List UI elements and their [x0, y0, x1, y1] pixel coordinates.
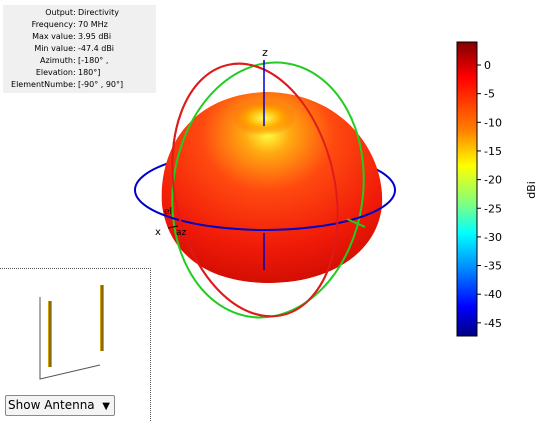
info-key: Output [45, 8, 73, 17]
colorbar-tick-label: -40 [484, 288, 502, 301]
colorbar-tick-label: -15 [484, 145, 502, 158]
info-key: Frequency [31, 20, 73, 29]
info-value: [-180° , [78, 56, 109, 65]
radiation-lobe [161, 92, 383, 283]
info-panel: Output: Directivity Frequency:70 MHz Max … [3, 5, 156, 93]
info-key: Min value [34, 44, 73, 53]
info-row: Output: Directivity [45, 8, 120, 17]
colorbar-tick-label: 0 [484, 59, 491, 72]
colorbar-tick-label: -35 [484, 260, 502, 273]
chevron-down-icon: ▼ [102, 401, 110, 412]
antenna-frame [39, 297, 101, 380]
show-antenna-dropdown[interactable]: Show Antenna ▼ [5, 395, 115, 416]
origin-tick [167, 225, 179, 229]
info-value: -47.4 dBi [78, 44, 115, 53]
info-key: Elevation [35, 68, 73, 77]
info-value: Directivity [78, 8, 120, 17]
radiation-pattern-3d[interactable]: z x el az [0, 0, 440, 420]
colorbar-scale [456, 41, 478, 337]
info-row: Max value:3.95 dBi [32, 32, 112, 41]
info-row: ElementNumbe: [-90° , 90°] [11, 80, 124, 89]
info-key: Azimuth [40, 56, 73, 65]
colorbar-ticks: 0 -5 -10 -15 -20 -25 -30 -35 -40 -45 [477, 59, 502, 330]
info-value: [-90° , 90°] [78, 80, 124, 89]
colorbar-tick-label: -30 [484, 231, 502, 244]
info-key: Max value [32, 32, 73, 41]
info-value: 3.95 dBi [78, 32, 112, 41]
el-label: el [164, 207, 172, 217]
elevation-ring-green [171, 61, 365, 319]
info-key: ElementNumbe [11, 80, 73, 89]
show-antenna-label: Show Antenna [8, 398, 95, 412]
colorbar-tick-label: -25 [484, 202, 502, 215]
antenna-preview [0, 268, 151, 421]
az-label: az [176, 228, 187, 238]
azimuth-ring-front [134, 189, 396, 231]
z-axis-label: z [262, 46, 268, 59]
info-value: 180°] [78, 68, 101, 77]
colorbar-tick-label: -10 [484, 116, 502, 129]
info-row: Min value: -47.4 dBi [34, 44, 115, 53]
antenna-drawing [39, 285, 104, 380]
azimuth-marker [346, 218, 366, 228]
info-row: Azimuth: [-180° , [40, 56, 109, 65]
info-row: Frequency:70 MHz [31, 20, 108, 29]
colorbar-tick-label: -45 [484, 317, 502, 330]
info-row: Elevation:180°] [35, 68, 101, 77]
colorbar-tick-label: -5 [484, 88, 495, 101]
info-value: 70 MHz [78, 20, 108, 29]
x-axis-label: x [155, 227, 161, 238]
elevation-ring-red [171, 62, 339, 318]
colorbar-label: dBi [525, 181, 538, 199]
colorbar: 0 -5 -10 -15 -20 -25 -30 -35 -40 -45 dBi [456, 41, 538, 337]
colorbar-tick-label: -20 [484, 174, 502, 187]
